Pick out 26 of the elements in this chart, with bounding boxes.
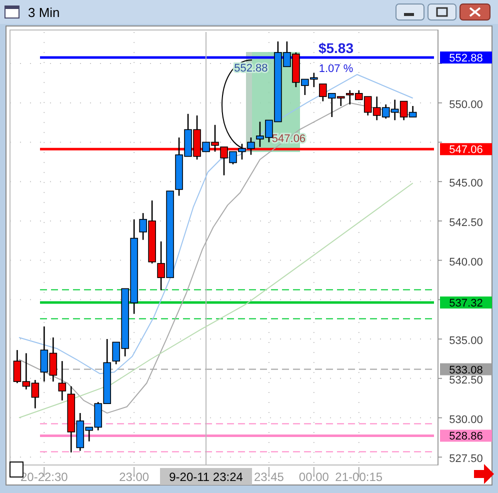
ref-line-label: 547.06 (449, 144, 483, 156)
line-series (18, 74, 414, 374)
ref-line-label: 552.88 (449, 52, 483, 65)
annotation: 1.07 % (318, 63, 354, 75)
ref-line-label: 528.86 (449, 430, 483, 443)
line-series (18, 182, 414, 418)
ref-line-label: 533.08 (449, 364, 483, 376)
y-tick-label: 527.50 (449, 453, 483, 466)
y-tick-label: 540.00 (449, 256, 483, 268)
y-tick-label: 542.50 (449, 216, 483, 229)
x-tick-label: 00:00 (298, 470, 330, 484)
candlestick (58, 360, 66, 402)
y-tick-label: 535.00 (449, 335, 483, 348)
chart-title: 3 Min (28, 5, 60, 20)
y-tick-label: 545.00 (449, 178, 483, 190)
y-tick-label: 550.00 (449, 98, 483, 111)
x-tick-label: 20-22:30 (20, 470, 68, 484)
ref-line-label: 537.32 (449, 298, 483, 310)
y-tick-label: 532.50 (449, 374, 483, 386)
x-tick-label: 23:45 (254, 470, 284, 484)
y-tick-label: 530.00 (449, 414, 483, 426)
x-tick-label: 23:00 (119, 470, 150, 484)
ref-line-label: 9-20-11 23:24 (169, 470, 244, 484)
x-tick-label: 21-00:15 (335, 470, 383, 484)
annotation: 552.88 (234, 62, 268, 75)
annotation: $5.83 (318, 40, 354, 56)
